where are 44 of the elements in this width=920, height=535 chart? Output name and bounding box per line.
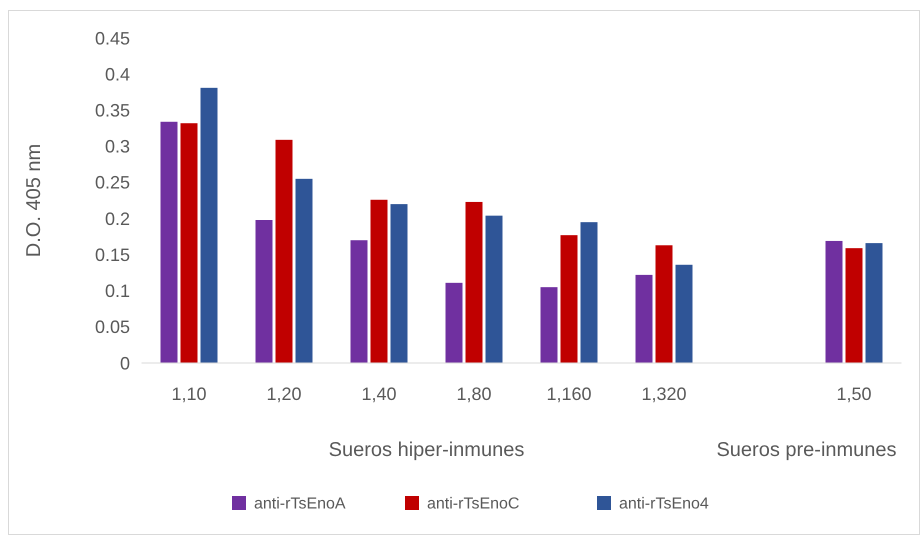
y-tick-label: 0.2 [104,208,130,229]
bar [180,123,198,363]
bar [560,235,578,363]
bar [826,240,842,363]
legend-label: anti-rTsEnoA [254,496,346,513]
bar [296,178,312,363]
bar [866,243,882,363]
x-tick-label: 1,40 [361,384,397,404]
y-tick-label: 0.35 [94,100,130,121]
x-tick-label: 1,320 [641,384,687,404]
x-tick-label: 1,20 [266,384,302,404]
bar [200,88,218,363]
bar [846,248,862,363]
bar [390,204,408,363]
x-tick-label: 1,10 [171,384,207,404]
y-axis-title: D.O. 405 nm [23,144,45,258]
y-tick-label: 0.3 [104,136,130,157]
y-tick-label: 0.45 [94,28,130,48]
y-tick-label: 0 [120,353,130,374]
legend-label: anti-rTsEno4 [619,496,709,513]
bar [636,274,652,363]
x-tick-label: 1,80 [456,384,492,404]
bar [540,287,558,363]
bar [486,216,502,363]
bar [276,140,292,363]
text: Sueros pre-inmunes [716,439,897,461]
y-tick-label: 0.1 [104,281,130,302]
bar [350,240,368,363]
bar [446,282,462,363]
text: Sueros hiper-inmunes [328,439,524,461]
y-tick-label: 0.05 [94,317,130,338]
y-tick-label: 0.4 [104,64,130,84]
bar [160,122,178,363]
bar [656,245,672,363]
bar [466,202,482,363]
bar [256,220,272,363]
y-tick-label: 0.15 [94,244,130,265]
bar [676,264,692,363]
x-tick-label: 1,50 [836,384,872,404]
x-tick-label: 1,160 [546,384,592,404]
y-tick-label: 0.25 [94,172,130,193]
bar [580,222,598,363]
legend-label: anti-rTsEnoC [427,496,520,513]
bar [370,200,388,363]
